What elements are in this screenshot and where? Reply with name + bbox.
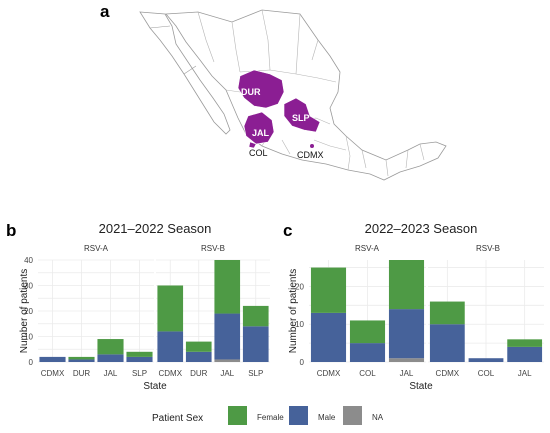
legend: Patient Sex Female Male NA xyxy=(152,406,384,425)
state-jalisco xyxy=(243,111,275,145)
bar-b-rsv-a-jal-female xyxy=(97,339,124,355)
y-tick-b-40: 40 xyxy=(24,256,33,265)
panel-label-a: a xyxy=(100,2,110,21)
bar-b-rsv-b-dur-female xyxy=(185,341,212,352)
x-tick-b-rsv-b-slp: SLP xyxy=(248,369,263,378)
state-label-col: COL xyxy=(249,148,268,158)
y-axis-title-b: Number of patients xyxy=(19,269,30,354)
state-cdmx xyxy=(310,144,314,148)
state-colima xyxy=(248,141,257,149)
panel-label-b: b xyxy=(6,221,16,240)
facet-label-b-rsv-a: RSV-A xyxy=(84,244,109,253)
legend-label-female: Female xyxy=(257,413,284,422)
legend-swatch-male xyxy=(289,406,308,425)
legend-label-male: Male xyxy=(318,413,336,422)
bar-c-rsv-a-col-male xyxy=(349,343,386,362)
bar-c-rsv-b-cdmx-female xyxy=(429,301,465,325)
y-tick-b-30: 30 xyxy=(24,282,33,291)
facet-label-c-rsv-b: RSV-B xyxy=(476,244,500,253)
bar-c-rsv-b-jal-female xyxy=(507,339,543,347)
chart-2021-2022: 2021–2022 Season RSV-A RSV-B 0 10 20 30 40 C… xyxy=(19,221,270,392)
x-tick-b-rsv-a-jal: JAL xyxy=(104,369,118,378)
chart-2022-2023: 2022–2023 Season RSV-A RSV-B 0 10 20 CDMX C… xyxy=(288,221,544,392)
panel-label-c: c xyxy=(283,221,292,240)
state-san-luis-potosi xyxy=(283,97,321,133)
x-tick-c-rsv-b-col: COL xyxy=(478,369,495,378)
bar-b-rsv-a-slp-female xyxy=(126,351,153,357)
y-tick-c-20: 20 xyxy=(295,282,304,291)
legend-title: Patient Sex xyxy=(152,413,203,424)
bar-c-rsv-a-cdmx-male xyxy=(310,312,347,362)
state-label-jal: JAL xyxy=(252,128,270,138)
legend-label-na: NA xyxy=(372,413,384,422)
state-label-slp: SLP xyxy=(292,113,310,123)
bar-b-rsv-a-cdmx-male xyxy=(39,356,66,362)
bar-b-rsv-b-cdmx-male xyxy=(157,331,184,362)
y-tick-b-20: 20 xyxy=(24,307,33,316)
bar-b-rsv-b-cdmx-female xyxy=(157,285,184,332)
state-durango xyxy=(237,69,285,109)
facet-label-c-rsv-a: RSV-A xyxy=(355,244,380,253)
bar-c-rsv-a-jal-female xyxy=(388,260,425,310)
y-axis-title-c: Number of patients xyxy=(288,269,299,354)
x-tick-b-rsv-b-cdmx: CDMX xyxy=(158,369,182,378)
bar-c-rsv-b-jal-male xyxy=(507,346,543,362)
x-tick-c-rsv-a-jal: JAL xyxy=(400,369,414,378)
y-tick-c-0: 0 xyxy=(300,358,305,367)
facet-label-b-rsv-b: RSV-B xyxy=(201,244,225,253)
x-tick-b-rsv-a-dur: DUR xyxy=(73,369,91,378)
state-label-cdmx: CDMX xyxy=(297,150,324,160)
bar-b-rsv-a-dur-female xyxy=(68,356,95,360)
bar-c-rsv-a-jal-na xyxy=(388,358,425,362)
x-tick-c-rsv-b-cdmx: CDMX xyxy=(436,369,460,378)
y-tick-c-10: 10 xyxy=(295,320,304,329)
mainland-outline xyxy=(165,9,447,181)
bar-b-rsv-b-slp-female xyxy=(242,305,269,327)
x-axis-title-c: State xyxy=(409,381,433,392)
bar-b-rsv-b-slp-male xyxy=(242,326,269,362)
bar-c-rsv-a-col-female xyxy=(349,320,386,344)
x-tick-b-rsv-a-slp: SLP xyxy=(132,369,147,378)
y-tick-b-10: 10 xyxy=(24,333,33,342)
bar-c-rsv-b-cdmx-male xyxy=(429,324,465,362)
bar-b-rsv-b-dur-male xyxy=(185,351,212,362)
bar-b-rsv-b-jal-female xyxy=(214,260,241,314)
bar-c-rsv-b-col-male xyxy=(468,358,504,362)
x-tick-b-rsv-a-cdmx: CDMX xyxy=(41,369,65,378)
mexico-map: DUR SLP JAL COL CDMX xyxy=(139,9,447,181)
chart-title-2021-2022: 2021–2022 Season xyxy=(99,221,212,236)
bar-c-rsv-a-jal-male xyxy=(388,309,425,359)
bar-b-rsv-a-dur-male xyxy=(68,359,95,362)
x-tick-b-rsv-b-dur: DUR xyxy=(190,369,208,378)
bar-b-rsv-a-slp-male xyxy=(126,356,153,362)
legend-swatch-female xyxy=(228,406,247,425)
x-tick-b-rsv-b-jal: JAL xyxy=(220,369,234,378)
state-label-dur: DUR xyxy=(241,87,261,97)
x-axis-title-b: State xyxy=(143,381,167,392)
bar-b-rsv-b-jal-male xyxy=(214,313,241,360)
x-tick-c-rsv-a-col: COL xyxy=(359,369,376,378)
x-tick-c-rsv-b-jal: JAL xyxy=(518,369,532,378)
x-tick-c-rsv-a-cdmx: CDMX xyxy=(317,369,341,378)
chart-title-2022-2023: 2022–2023 Season xyxy=(365,221,478,236)
bar-b-rsv-b-jal-na xyxy=(214,359,241,362)
bar-b-rsv-a-jal-male xyxy=(97,354,124,362)
y-tick-b-0: 0 xyxy=(29,358,34,367)
bar-c-rsv-a-cdmx-female xyxy=(310,267,347,313)
legend-swatch-na xyxy=(343,406,362,425)
